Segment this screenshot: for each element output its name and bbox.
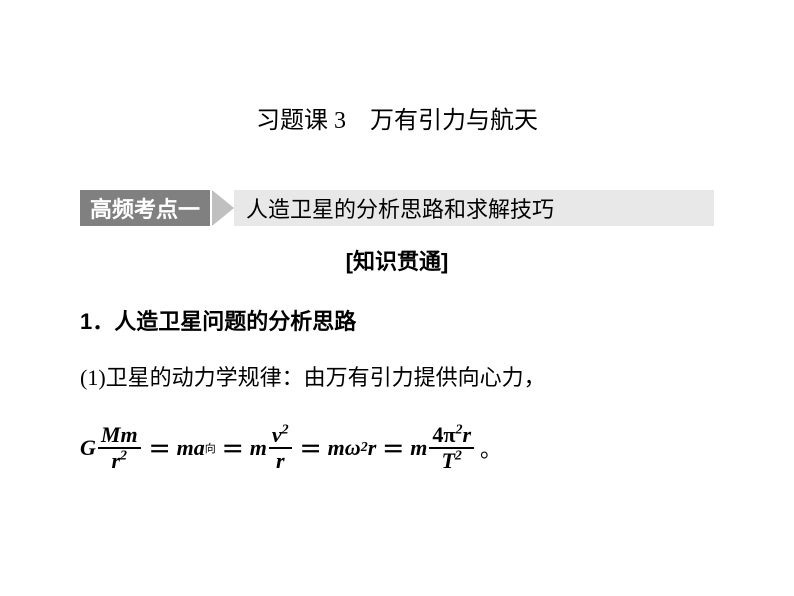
heading-1: 1．人造卫星问题的分析思路 — [80, 304, 794, 336]
sub-xiang: 向 — [205, 440, 216, 456]
formula: G Mm r2 ＝ ma 向 ＝ m v2 r ＝ mω2r ＝ m 4π2r … — [80, 423, 794, 473]
frac-4pi2r-T2: 4π2r T2 — [429, 423, 474, 473]
page-title: 习题课 3 万有引力与航天 — [0, 0, 794, 135]
var-m-4: m — [410, 435, 427, 461]
eq-4: ＝ — [382, 432, 404, 464]
eq-1: ＝ — [149, 432, 171, 464]
frac-v2-r: v2 r — [269, 423, 292, 473]
num-r: r — [462, 422, 471, 447]
var-m-1: m — [177, 435, 194, 461]
section-header: 高频考点一 人造卫星的分析思路和求解技巧 — [80, 190, 714, 226]
var-a: a — [194, 435, 205, 461]
sup-2e: 2 — [455, 449, 462, 464]
section-badge: 高频考点一 — [80, 190, 210, 226]
den-r2: r — [276, 448, 285, 473]
knowledge-label: [知识贯通] — [0, 244, 794, 276]
frac-Mm-r2: Mm r2 — [98, 423, 141, 473]
eq-2: ＝ — [222, 432, 244, 464]
var-G: G — [80, 435, 96, 461]
den-r: r — [111, 448, 120, 473]
num-pi: π — [443, 422, 455, 447]
var-omega: ω — [345, 435, 361, 461]
var-r: r — [368, 435, 377, 461]
var-m-2: m — [250, 435, 267, 461]
sup-2: 2 — [120, 449, 127, 464]
period: 。 — [480, 432, 502, 464]
num-Mm: Mm — [101, 422, 138, 447]
var-m-3: m — [328, 435, 345, 461]
section-title: 人造卫星的分析思路和求解技巧 — [234, 190, 714, 226]
sup-2b: 2 — [282, 423, 289, 438]
den-T: T — [441, 448, 454, 473]
arrow-icon — [212, 190, 234, 226]
eq-3: ＝ — [300, 432, 322, 464]
num-v: v — [272, 422, 282, 447]
num-4: 4 — [432, 422, 443, 447]
body-text-1: (1)卫星的动力学规律：由万有引力提供向心力， — [80, 360, 794, 395]
